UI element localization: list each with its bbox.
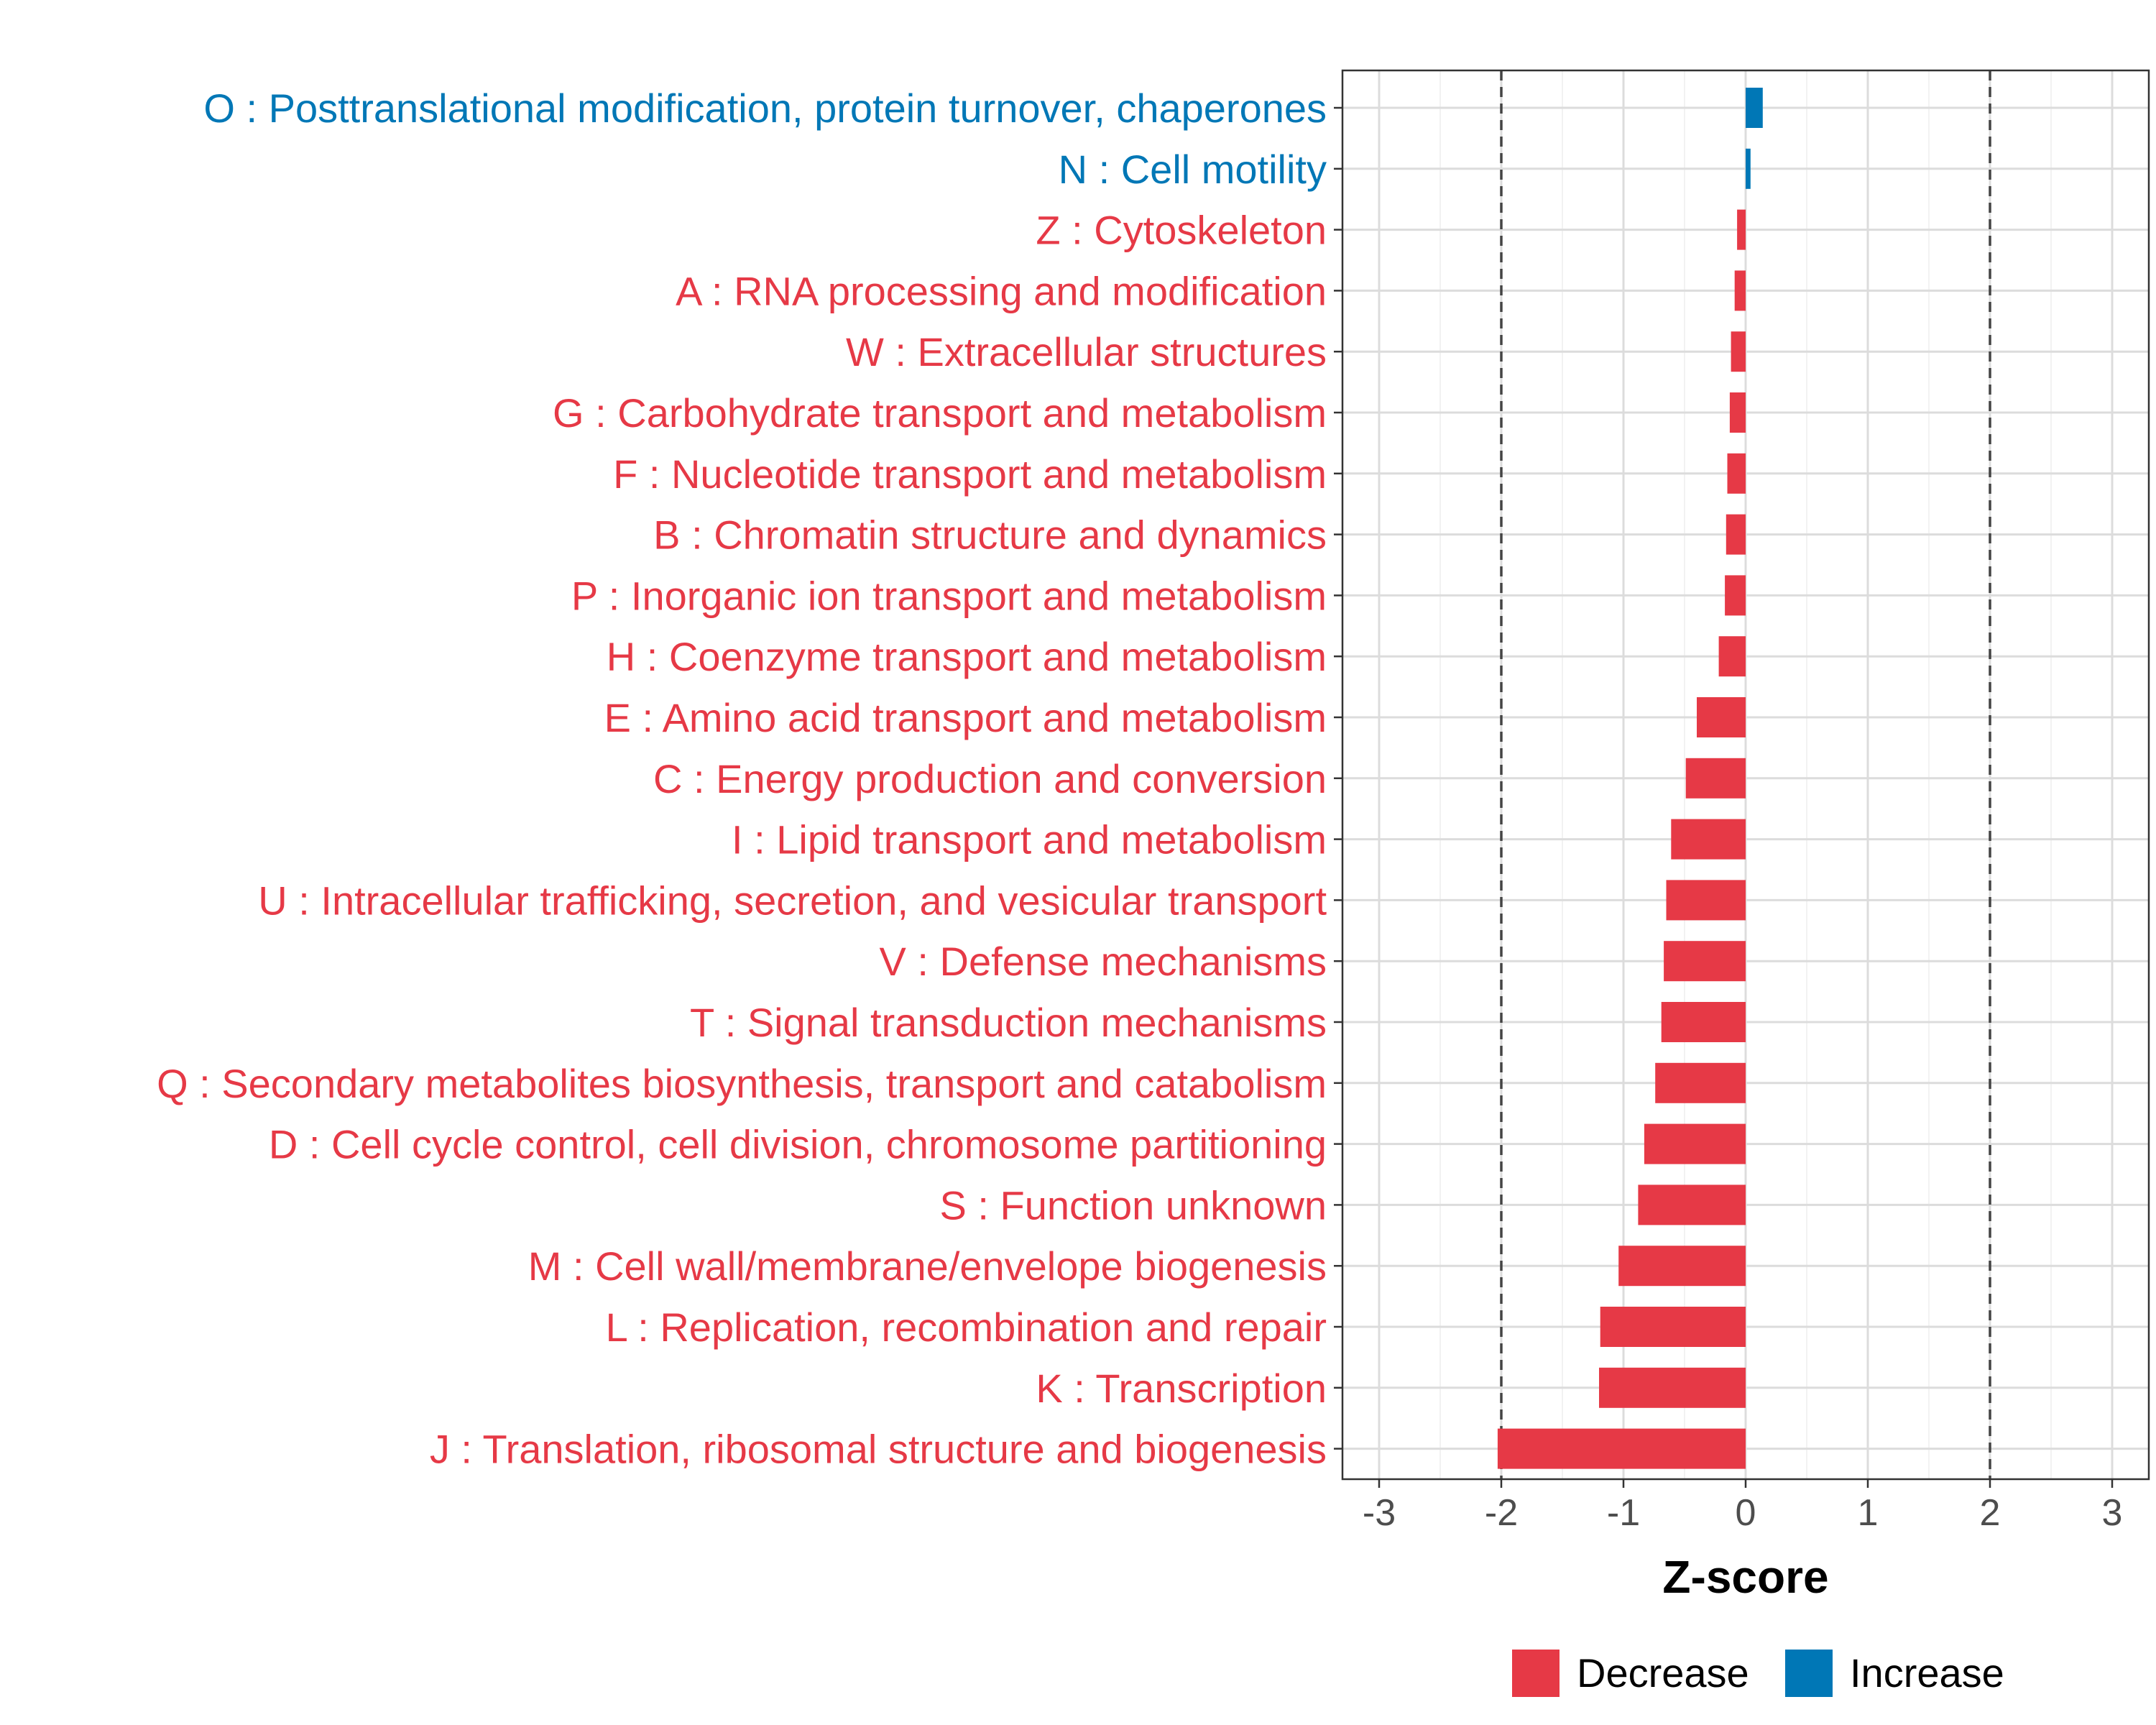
category-label: Z : Cytoskeleton (1036, 208, 1327, 253)
bar (1718, 636, 1746, 677)
legend-label: Increase (1850, 1650, 2004, 1696)
category-label: K : Transcription (1036, 1366, 1327, 1411)
category-label: E : Amino acid transport and metabolism (604, 695, 1327, 740)
bar (1746, 148, 1751, 189)
bar (1655, 1062, 1746, 1103)
category-label: P : Inorganic ion transport and metaboli… (571, 573, 1327, 618)
y-axis-ticks (1334, 106, 1342, 1450)
bar (1725, 575, 1746, 616)
x-tick-label: -1 (1607, 1492, 1640, 1534)
bar (1644, 1123, 1746, 1164)
category-label: I : Lipid transport and metabolism (732, 817, 1327, 862)
x-tick-label: 0 (1736, 1492, 1756, 1534)
category-labels: O : Posttranslational modification, prot… (157, 86, 1327, 1472)
legend-swatch (1512, 1650, 1560, 1697)
x-tick-label: 1 (1858, 1492, 1879, 1534)
category-label: F : Nucleotide transport and metabolism (613, 451, 1327, 497)
category-label: M : Cell wall/membrane/envelope biogenes… (528, 1243, 1327, 1289)
category-label: V : Defense mechanisms (880, 939, 1327, 984)
category-label: C : Energy production and conversion (653, 756, 1327, 801)
category-label: N : Cell motility (1059, 147, 1327, 192)
category-label: T : Signal transduction mechanisms (690, 1000, 1327, 1045)
x-tick-label: -3 (1363, 1492, 1396, 1534)
bar (1731, 331, 1746, 372)
bar (1661, 1002, 1746, 1042)
category-label: O : Posttranslational modification, prot… (203, 86, 1327, 131)
bar (1726, 514, 1746, 555)
bar (1727, 453, 1746, 494)
category-label: J : Translation, ribosomal structure and… (430, 1427, 1327, 1472)
legend: Decrease Increase (1512, 1650, 2004, 1697)
bar (1734, 270, 1746, 311)
category-label: A : RNA processing and modification (676, 268, 1327, 313)
legend-swatch (1785, 1650, 1833, 1697)
category-label: G : Carbohydrate transport and metabolis… (553, 390, 1327, 436)
x-tick-label: -2 (1485, 1492, 1518, 1534)
x-tick-label: 3 (2102, 1492, 2123, 1534)
bar (1664, 941, 1746, 982)
bar (1697, 697, 1746, 737)
category-label: W : Extracellular structures (846, 329, 1327, 374)
category-label: B : Chromatin structure and dynamics (653, 512, 1327, 558)
x-tick-label: 2 (1980, 1492, 2001, 1534)
bar (1671, 819, 1746, 860)
bar (1497, 1428, 1746, 1469)
category-label: S : Function unknown (939, 1182, 1327, 1228)
bar (1685, 758, 1746, 799)
bar (1737, 209, 1746, 250)
category-label: U : Intracellular trafficking, secretion… (258, 878, 1327, 923)
bar (1666, 880, 1746, 921)
bars (1497, 88, 1763, 1469)
bar (1600, 1307, 1746, 1347)
x-axis-ticks: -3 -2 -1 0 1 2 3 (1363, 1479, 2123, 1534)
bar (1618, 1246, 1746, 1287)
x-axis-title: Z-score (1662, 1551, 1828, 1603)
bar (1746, 88, 1763, 128)
bar (1599, 1367, 1746, 1408)
legend-label: Decrease (1577, 1650, 1749, 1696)
bar (1729, 392, 1746, 433)
category-label: L : Replication, recombination and repai… (606, 1305, 1327, 1350)
category-label: Q : Secondary metabolites biosynthesis, … (157, 1061, 1327, 1106)
bar (1638, 1184, 1746, 1225)
category-label: H : Coenzyme transport and metabolism (607, 634, 1327, 679)
reference-lines (1500, 70, 1991, 1479)
category-label: D : Cell cycle control, cell division, c… (269, 1122, 1327, 1167)
